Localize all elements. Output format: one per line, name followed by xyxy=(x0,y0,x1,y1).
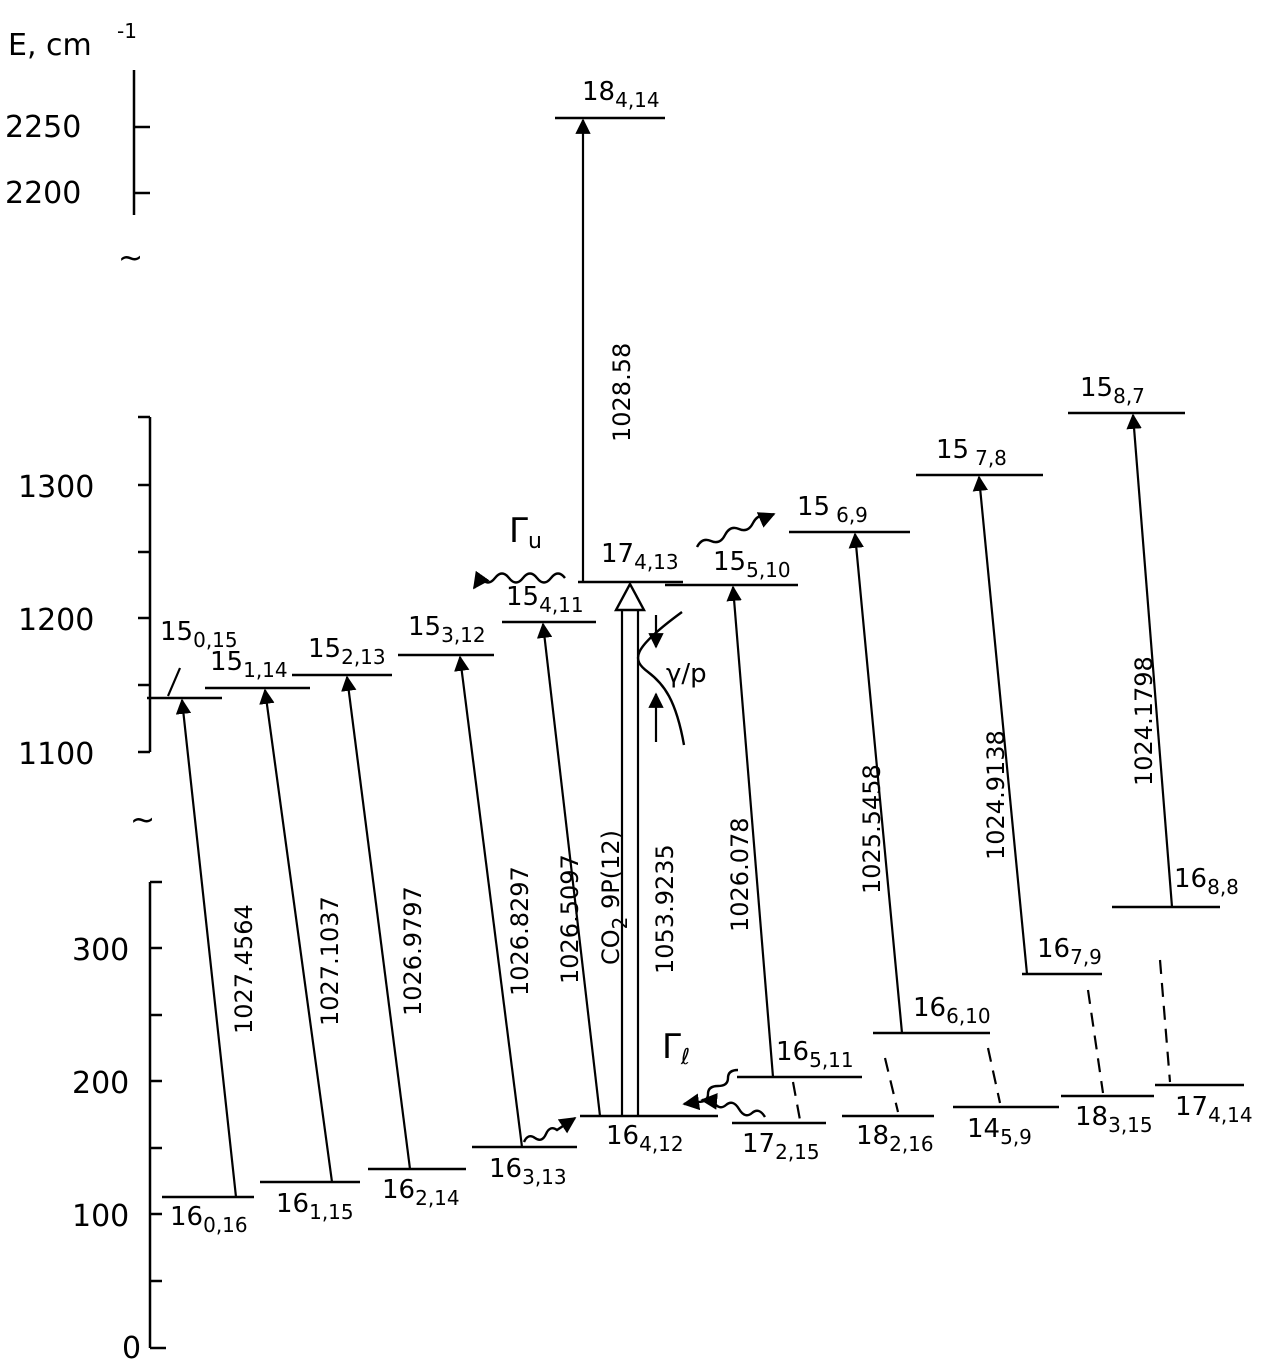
transition-label-up: 1028.58 xyxy=(608,343,636,442)
transition-label-6: 1053.9235 xyxy=(651,844,679,974)
tick-label-0: 0 xyxy=(122,1331,141,1360)
level-label-18-4-14: 184,14 xyxy=(582,77,660,112)
axis-title-exponent: -1 xyxy=(117,19,137,43)
axis-lower: 300 200 100 0 xyxy=(72,880,166,1360)
level-label-16-3-13: 163,13 xyxy=(489,1154,567,1189)
transition-label-8: 1025.5458 xyxy=(858,764,886,894)
transition-label-2: 1027.1037 xyxy=(316,896,344,1026)
wavy-arrow-lower-left xyxy=(522,1117,577,1143)
level-label-15-2-13: 152,13 xyxy=(308,634,386,669)
energy-levels xyxy=(147,116,1244,1199)
axis-middle: 1300 1200 1100 ~ xyxy=(18,415,155,838)
transition-label-9: 1024.9138 xyxy=(982,730,1010,860)
level-labels: 184,14 174,13 150,15 151,14 152,13 153,1… xyxy=(160,77,1253,1237)
wavy-arrow-upper-left xyxy=(473,570,566,590)
tick-label-1200: 1200 xyxy=(18,603,94,638)
axis-title: E, cm -1 xyxy=(8,19,137,63)
transition-arrow-9 xyxy=(972,475,1029,975)
axis-upper: 2250 2200 ~ xyxy=(5,70,150,276)
transition-label-4: 1026.8297 xyxy=(506,866,534,996)
level-label-14-5-9: 145,9 xyxy=(967,1114,1032,1149)
dashed-couplings xyxy=(791,959,1172,1121)
transition-label-10: 1024.1798 xyxy=(1130,656,1158,786)
tick-label-2200: 2200 xyxy=(5,176,81,211)
transition-label-5: 1026.5097 xyxy=(556,854,584,984)
level-label-16-1-15: 161,15 xyxy=(276,1189,354,1224)
transition-arrow-2 xyxy=(259,688,334,1183)
level-label-16-0-16: 160,16 xyxy=(170,1202,248,1237)
wavy-arrow-gamma-l-2 xyxy=(700,1093,767,1118)
level-label-15-5-10: 155,10 xyxy=(713,547,791,582)
transition-arrows xyxy=(175,118,1174,1198)
level-label-16-7-9: 167,9 xyxy=(1037,934,1102,969)
transition-arrow-1 xyxy=(175,698,238,1198)
transition-label-1: 1027.4564 xyxy=(230,904,258,1034)
level-label-17-4-14: 174,14 xyxy=(1175,1092,1253,1127)
tick-label-100: 100 xyxy=(72,1199,129,1234)
level-label-16-2-14: 162,14 xyxy=(382,1175,460,1210)
level-label-16-5-11: 165,11 xyxy=(776,1037,854,1072)
tick-label-300: 300 xyxy=(72,933,129,968)
gamma-l-label: Γℓ xyxy=(662,1027,690,1070)
gamma-p-label: γ/p xyxy=(666,659,707,689)
level-label-18-3-15: 183,15 xyxy=(1075,1102,1153,1137)
gamma-labels: Γu Γℓ xyxy=(509,511,690,1070)
transition-arrow-8 xyxy=(848,532,904,1034)
level-label-15-3-12: 153,12 xyxy=(408,612,486,647)
level-label-17-2-15: 172,15 xyxy=(742,1129,820,1164)
axis-break-lower: ~ xyxy=(130,803,155,838)
wavy-arrow-upper-right xyxy=(695,512,776,548)
transition-label-7: 1026.078 xyxy=(726,817,754,932)
axis-break-upper: ~ xyxy=(118,241,143,276)
level-label-15-8-7: 158,7 xyxy=(1080,373,1145,408)
label-leader-15-0-15 xyxy=(166,667,182,697)
transition-arrow-7 xyxy=(726,585,775,1078)
level-label-17-4-13: 174,13 xyxy=(601,539,679,574)
tick-label-1300: 1300 xyxy=(18,470,94,505)
pump-arrow xyxy=(613,581,647,1116)
tick-label-1100: 1100 xyxy=(18,737,94,772)
wavy-arrow-gamma-l-1 xyxy=(682,1068,739,1111)
level-label-16-6-10: 166,10 xyxy=(913,993,991,1028)
level-label-16-8-8: 168,8 xyxy=(1174,864,1239,899)
tick-label-2250: 2250 xyxy=(5,110,81,145)
transition-labels: 1027.4564 1027.1037 1026.9797 1026.8297 … xyxy=(230,343,1158,1034)
level-label-15-7-8: 15 7,8 xyxy=(936,435,1007,470)
level-label-16-4-12: 164,12 xyxy=(606,1121,684,1156)
transition-arrow-4 xyxy=(454,655,524,1148)
transition-arrow-3 xyxy=(341,675,412,1170)
level-label-15-1-14: 151,14 xyxy=(210,647,288,682)
level-label-18-2-16: 182,16 xyxy=(856,1121,934,1156)
wavy-arrows xyxy=(473,512,776,1143)
transition-arrow-5 xyxy=(536,622,602,1117)
pump-label: CO2 9P(12) xyxy=(597,830,632,965)
level-label-15-4-11: 154,11 xyxy=(506,582,584,617)
gamma-u-label: Γu xyxy=(509,511,542,554)
tick-label-200: 200 xyxy=(72,1066,129,1101)
transition-arrow-10 xyxy=(1126,413,1174,908)
axis-title-text: E, cm xyxy=(8,28,92,63)
gamma-p-symbol: γ/p xyxy=(636,611,707,746)
level-label-15-6-9: 15 6,9 xyxy=(797,492,868,527)
transition-label-3: 1026.9797 xyxy=(399,886,427,1016)
level-label-15-0-15: 150,15 xyxy=(160,617,238,652)
